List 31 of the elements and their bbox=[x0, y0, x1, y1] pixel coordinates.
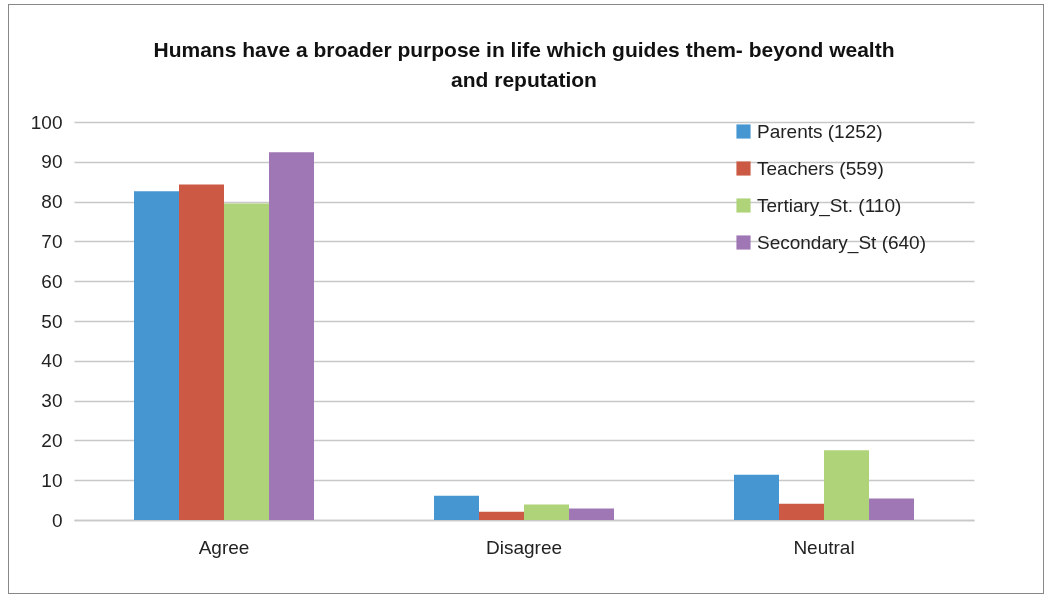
y-tick-label: 20 bbox=[41, 429, 63, 451]
y-tick-label: 0 bbox=[51, 509, 63, 531]
bar bbox=[434, 495, 479, 520]
y-tick-label: 70 bbox=[41, 230, 63, 252]
bar bbox=[869, 498, 914, 520]
bar bbox=[824, 450, 869, 520]
bar bbox=[224, 203, 269, 520]
bar bbox=[734, 474, 779, 520]
x-tick-label: Agree bbox=[198, 536, 250, 558]
y-tick-label: 60 bbox=[41, 270, 63, 292]
x-tick-label: Disagree bbox=[485, 536, 563, 558]
y-tick-label: 80 bbox=[41, 191, 63, 213]
bar bbox=[269, 152, 314, 520]
bar bbox=[179, 184, 224, 520]
y-tick-label: 90 bbox=[41, 151, 63, 173]
bar bbox=[134, 191, 179, 520]
bar bbox=[779, 503, 824, 520]
y-tick-label: 100 bbox=[30, 111, 63, 133]
legend-label: Parents (1252) bbox=[757, 120, 883, 142]
chart-title: Humans have a broader purpose in life which guides them- beyond wealth and reputation bbox=[153, 38, 895, 91]
bar bbox=[569, 508, 614, 520]
bar bbox=[524, 504, 569, 520]
legend-label: Secondary_St (640) bbox=[757, 231, 926, 254]
y-tick-label: 10 bbox=[41, 469, 63, 491]
bar bbox=[479, 511, 524, 520]
legend-label: Teachers (559) bbox=[757, 157, 884, 179]
y-tick-label: 40 bbox=[41, 350, 63, 372]
legend-label: Tertiary_St. (110) bbox=[757, 194, 902, 217]
y-tick-label: 30 bbox=[41, 390, 63, 412]
y-tick-label: 50 bbox=[41, 310, 63, 332]
x-tick-label: Neutral bbox=[793, 536, 855, 558]
